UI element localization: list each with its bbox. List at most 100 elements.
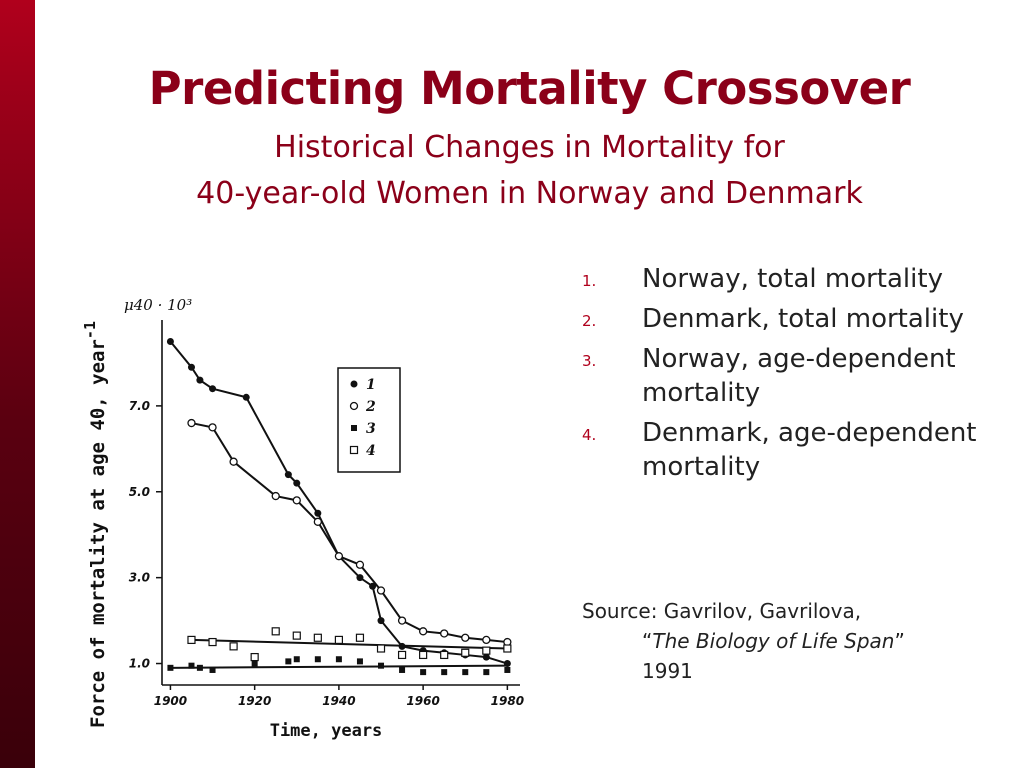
series-description-list: 1. Norway, total mortality 2. Denmark, tot… (582, 262, 1002, 490)
data-point-series-4 (313, 633, 322, 642)
data-point-series-3 (251, 660, 258, 667)
x-tick-label: 1940 (322, 694, 355, 708)
slide-subtitle-line2: 40-year-old Women in Norway and Denmark (196, 176, 863, 211)
source-close-quote: ” (894, 629, 905, 653)
legend-label-1: 1 (366, 377, 376, 393)
data-point-series-3 (462, 669, 469, 676)
data-point-series-4 (503, 644, 512, 653)
data-point-series-1 (356, 574, 364, 582)
source-year: 1991 (642, 659, 693, 683)
data-point-series-3 (335, 656, 342, 663)
data-point-series-1 (314, 509, 322, 517)
data-point-series-4 (334, 635, 343, 645)
list-number: 2. (582, 312, 597, 330)
data-point-series-2 (355, 560, 365, 569)
data-point-series-3 (399, 666, 406, 673)
slide-subtitle-line1: Historical Changes in Mortality for (274, 130, 785, 165)
data-point-series-2 (376, 586, 386, 595)
data-point-series-1 (369, 582, 377, 590)
data-point-series-4 (397, 650, 407, 660)
data-point-series-4 (292, 631, 301, 640)
y-axis-title-text: Force of mortality at age 40, year (87, 339, 109, 728)
data-point-series-1 (284, 471, 292, 479)
data-point-series-2 (271, 491, 280, 501)
data-point-series-1 (293, 479, 301, 487)
y-axis-title-superscript: -1 (81, 321, 99, 339)
slide-title: Predicting Mortality Crossover (148, 62, 911, 115)
list-text: Norway, total mortality (642, 264, 943, 294)
data-point-series-4 (482, 646, 491, 655)
data-point-series-2 (229, 457, 238, 466)
trend-line-4 (191, 638, 508, 650)
mortality-chart: 1.0 3.0 5.0 7.0 1900 1920 1940 1960 1980 Force of… (81, 296, 524, 741)
y-axis-title: Force of mortality at age 40, year-1 (81, 321, 109, 728)
data-point-series-1 (242, 393, 250, 401)
left-accent-bar (0, 0, 35, 768)
data-point-series-1 (482, 653, 490, 661)
trend-line-3 (170, 664, 508, 669)
data-point-series-2 (334, 552, 344, 561)
data-point-series-3 (285, 658, 292, 665)
source-citation: Source: Gavrilov, Gavrilova, “The Biolog… (582, 596, 1012, 686)
legend-marker-1 (350, 380, 358, 388)
data-point-series-4 (440, 650, 449, 660)
legend-box (337, 367, 401, 473)
data-point-series-2 (187, 418, 196, 428)
list-item: 3. Norway, age-dependent mortality (582, 342, 1002, 410)
data-point-series-2 (208, 423, 217, 432)
data-point-series-3 (483, 669, 490, 676)
data-point-series-3 (293, 656, 300, 663)
data-point-series-3 (167, 664, 174, 671)
list-item: 1. Norway, total mortality (582, 262, 1002, 296)
data-point-series-4 (187, 635, 196, 645)
data-point-series-2 (440, 629, 449, 638)
legend-marker-2 (349, 401, 359, 411)
y-unit-label: μ40 · 10³ (124, 296, 192, 314)
data-point-series-1 (166, 337, 174, 345)
data-point-series-4 (229, 642, 238, 651)
list-item: 4. Denmark, age-dependent mortality (582, 416, 1002, 484)
list-number: 4. (582, 426, 597, 444)
x-tick-label: 1980 (491, 694, 524, 708)
data-point-series-2 (461, 633, 470, 642)
data-point-series-3 (420, 669, 427, 676)
list-number: 1. (582, 272, 597, 290)
source-book-line: “The Biology of Life Span” (582, 626, 1012, 656)
data-point-series-1 (398, 642, 406, 650)
data-point-series-4 (376, 644, 386, 653)
data-point-series-3 (188, 662, 195, 669)
data-point-series-2 (482, 635, 491, 645)
y-tick-label: 1.0 (129, 657, 150, 671)
list-text: Norway, age-dependent mortality (642, 344, 956, 408)
x-tick-label: 1920 (238, 694, 271, 708)
y-tick-label: 5.0 (129, 485, 150, 499)
data-point-series-1 (196, 376, 204, 384)
data-point-series-1 (187, 363, 195, 371)
legend-label-3: 3 (366, 421, 376, 437)
data-point-series-3 (441, 669, 448, 676)
list-number: 3. (582, 352, 597, 370)
data-point-series-1 (377, 617, 385, 625)
legend-label-4: 4 (366, 443, 376, 459)
data-point-series-4 (419, 650, 428, 660)
x-tick-label: 1960 (406, 694, 439, 708)
data-point-series-4 (271, 627, 280, 636)
y-tick-label: 7.0 (129, 399, 150, 413)
data-point-series-4 (208, 637, 217, 647)
data-point-series-3 (504, 666, 511, 673)
data-point-series-4 (461, 648, 470, 657)
source-open-quote: “ (642, 629, 653, 653)
data-point-series-3 (314, 656, 321, 663)
legend-marker-4 (349, 445, 359, 455)
source-prefix: Source: Gavrilov, Gavrilova, (582, 599, 862, 623)
data-point-series-3 (196, 664, 203, 671)
list-item: 2. Denmark, total mortality (582, 302, 1002, 336)
source-book-title: The Biology of Life Span (652, 629, 895, 653)
data-point-series-4 (355, 633, 365, 642)
data-point-series-2 (313, 517, 322, 526)
data-point-series-3 (209, 666, 216, 673)
data-point-series-2 (292, 496, 301, 505)
data-point-series-3 (356, 658, 363, 665)
data-point-series-2 (418, 627, 428, 636)
list-text: Denmark, total mortality (642, 304, 964, 334)
